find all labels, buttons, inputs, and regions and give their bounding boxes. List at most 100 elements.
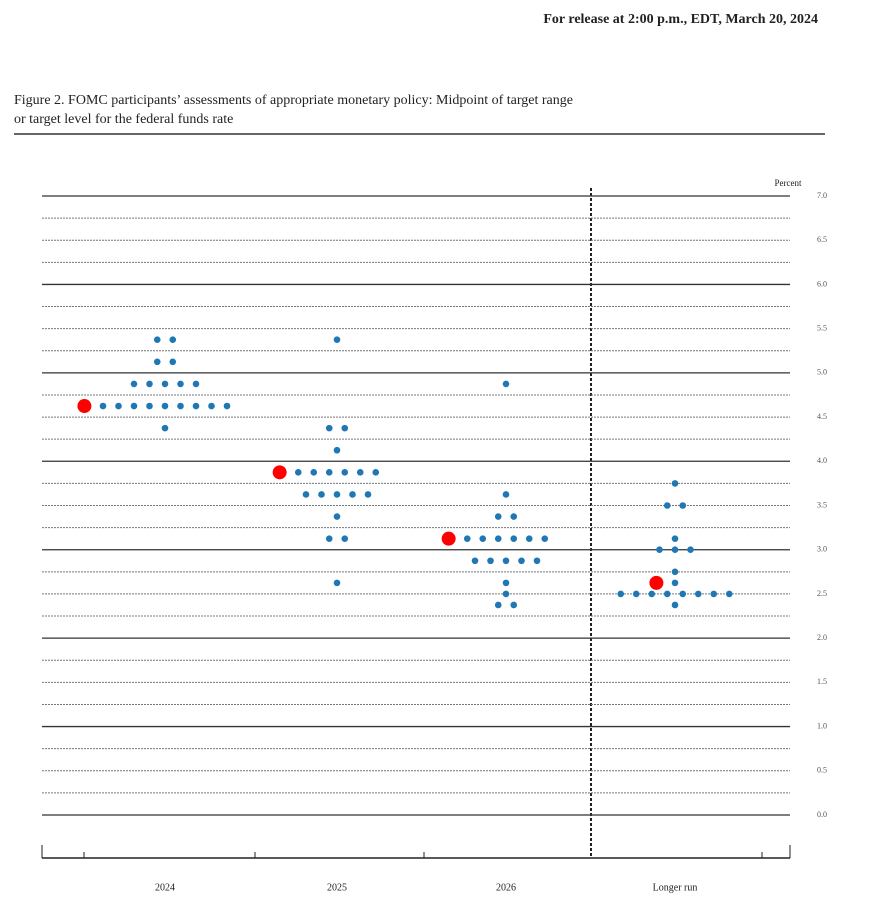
dot — [333, 579, 341, 587]
caption-line: or target level for the federal funds ra… — [14, 112, 233, 127]
dot — [463, 535, 471, 542]
dot — [333, 513, 341, 520]
y-tick-label: 4.0 — [817, 456, 827, 465]
dot — [663, 502, 671, 509]
median-dot — [272, 465, 287, 480]
y-tick-label: 6.5 — [817, 235, 827, 244]
dot — [502, 491, 510, 498]
median-dot — [441, 531, 456, 546]
dot — [679, 590, 687, 598]
y-tick-label: 4.5 — [817, 412, 827, 421]
median-dot — [649, 575, 664, 590]
dot — [487, 557, 494, 565]
dot — [99, 402, 107, 410]
dot — [687, 546, 694, 554]
dot — [671, 546, 679, 554]
y-tick-label: 3.5 — [817, 500, 827, 509]
x-tick-label: 2024 — [155, 882, 175, 893]
x-tick-label: Longer run — [653, 882, 698, 893]
dot — [146, 402, 153, 410]
dot — [518, 557, 525, 565]
dot — [648, 590, 656, 598]
y-tick-label: 3.0 — [817, 545, 827, 554]
dot — [502, 557, 510, 565]
dot — [525, 535, 533, 542]
y-tick-label: 2.5 — [817, 589, 827, 598]
dot — [115, 402, 122, 410]
dot — [671, 480, 679, 487]
dot — [494, 601, 502, 609]
dot — [502, 380, 510, 388]
dot — [510, 513, 518, 520]
dot — [161, 380, 169, 388]
dot — [333, 446, 341, 454]
dot — [161, 424, 169, 432]
dot — [177, 402, 184, 410]
dot — [725, 590, 733, 598]
y-tick-label: 5.0 — [817, 368, 827, 377]
dot — [494, 513, 502, 520]
y-tick-label: 0.5 — [817, 766, 827, 775]
dot — [333, 491, 341, 498]
dot — [223, 402, 231, 410]
dot — [502, 590, 510, 598]
dot — [617, 590, 625, 598]
dot — [325, 469, 333, 476]
dot — [161, 402, 169, 410]
dot — [294, 469, 302, 476]
dot — [341, 469, 349, 476]
dot — [710, 590, 718, 598]
dot — [302, 491, 310, 498]
dot — [679, 502, 687, 509]
dot — [372, 469, 380, 476]
caption-line: Figure 2. FOMC participants’ assessments… — [14, 93, 573, 108]
dot — [663, 590, 671, 598]
release-line: For release at 2:00 p.m., EDT, March 20,… — [543, 12, 818, 27]
dot — [671, 601, 679, 609]
dot — [153, 358, 161, 366]
dot — [146, 380, 153, 388]
dot — [671, 568, 679, 576]
dot — [341, 424, 349, 432]
y-tick-label: 5.5 — [817, 323, 827, 332]
x-tick-label: 2025 — [327, 882, 347, 893]
dot — [671, 579, 679, 587]
dot — [510, 601, 518, 609]
dot — [130, 380, 138, 388]
dot — [694, 590, 702, 598]
dot — [318, 491, 325, 498]
y-tick-label: 2.0 — [817, 633, 827, 642]
dot — [310, 469, 318, 476]
y-tick-label: 7.0 — [817, 191, 827, 200]
dot — [494, 535, 502, 542]
dot — [192, 402, 200, 410]
dot — [671, 535, 679, 542]
dot — [325, 535, 333, 542]
y-tick-label: 6.0 — [817, 279, 827, 288]
dot — [341, 535, 349, 542]
dot — [169, 358, 177, 366]
dot — [192, 380, 200, 388]
dot — [356, 469, 364, 476]
dot — [479, 535, 487, 542]
y-axis-label: Percent — [775, 178, 802, 188]
dot — [510, 535, 518, 542]
median-dot — [77, 399, 92, 414]
dot — [153, 336, 161, 343]
y-tick-label: 1.5 — [817, 677, 827, 686]
x-tick-label: 2026 — [496, 882, 516, 893]
dot — [533, 557, 541, 565]
dot — [502, 579, 510, 587]
dot — [130, 402, 138, 410]
dot — [333, 336, 341, 343]
dot — [177, 380, 184, 388]
y-tick-label: 0.0 — [817, 810, 827, 819]
dot — [325, 424, 333, 432]
dot — [541, 535, 549, 542]
dot — [471, 557, 479, 565]
dot — [349, 491, 356, 498]
y-tick-label: 1.0 — [817, 721, 827, 730]
dot — [364, 491, 372, 498]
dot — [208, 402, 215, 410]
